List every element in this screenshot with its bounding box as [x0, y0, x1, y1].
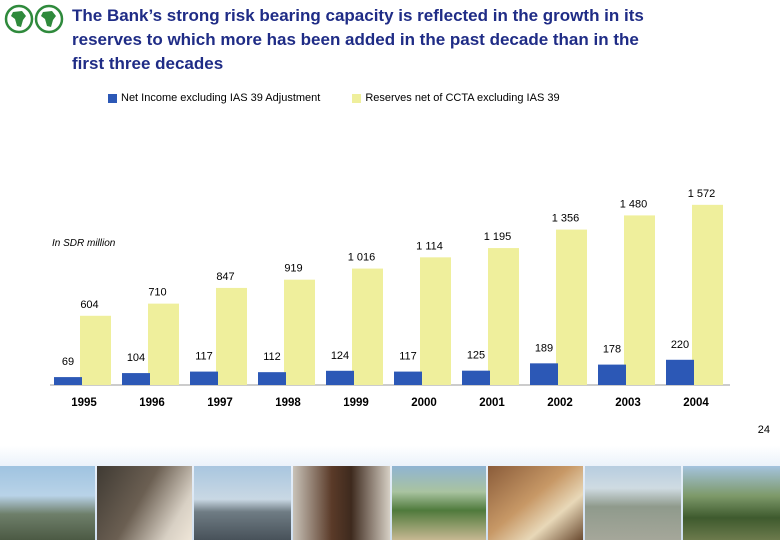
- tick-label-2004: 2004: [683, 397, 709, 409]
- bar-reserves-1995: [80, 315, 111, 385]
- market-photo: [488, 466, 583, 540]
- bar-net-income-2003: [598, 364, 626, 385]
- label-net-income-1999: 124: [331, 350, 349, 362]
- label-reserves-2000: 1 114: [416, 240, 443, 252]
- afdb-logo: [4, 4, 64, 34]
- label-net-income-2004: 220: [671, 339, 689, 351]
- bar-net-income-1998: [258, 372, 286, 385]
- tick-label-2000: 2000: [411, 397, 437, 409]
- legend-swatch-reserves: [352, 93, 362, 103]
- drying-field-photo: [585, 466, 681, 540]
- bar-net-income-1997: [190, 371, 218, 385]
- building-photo: [0, 466, 95, 540]
- label-net-income-2003: 178: [603, 344, 621, 356]
- student-photo: [293, 466, 390, 540]
- bar-reserves-2000: [420, 257, 451, 385]
- label-reserves-2004: 1 572: [688, 188, 716, 200]
- title-line-1: The Bank’s strong risk bearing capacity …: [72, 6, 644, 25]
- classroom-photo: [97, 466, 192, 540]
- label-net-income-2000: 117: [399, 351, 417, 363]
- group-photo: [683, 466, 780, 540]
- label-reserves-2001: 1 195: [484, 231, 512, 243]
- tick-label-1997: 1997: [207, 397, 233, 409]
- bar-net-income-2004: [666, 359, 694, 385]
- tick-label-2003: 2003: [615, 397, 641, 409]
- bar-net-income-2001: [462, 370, 490, 385]
- tick-label-1996: 1996: [139, 397, 165, 409]
- photo-strip: [0, 446, 780, 540]
- bar-reserves-2003: [624, 215, 655, 385]
- chart-legend: Net Income excluding IAS 39 Adjustment R…: [108, 92, 780, 104]
- bar-reserves-2001: [488, 248, 519, 385]
- bar-chart: 604 69 1995 710 104 1996 847 117 1997 919 112 1998 1…: [50, 188, 730, 409]
- unit-label: In SDR million: [52, 238, 116, 249]
- tick-label-2001: 2001: [479, 397, 505, 409]
- bar-net-income-2002: [530, 363, 558, 385]
- tick-label-1999: 1999: [343, 397, 369, 409]
- label-reserves-1995: 604: [80, 299, 98, 311]
- label-net-income-1996: 104: [127, 352, 145, 364]
- road-photo: [392, 466, 486, 540]
- bar-reserves-2004: [692, 204, 723, 385]
- bar-reserves-2002: [556, 229, 587, 385]
- label-reserves-1997: 847: [216, 271, 234, 283]
- slide-title: The Bank’s strong risk bearing capacity …: [72, 4, 772, 76]
- bar-net-income-1999: [326, 370, 354, 385]
- legend-item-net-income: Net Income excluding IAS 39 Adjustment: [108, 92, 320, 104]
- bar-net-income-1995: [54, 377, 82, 385]
- bar-reserves-1997: [216, 287, 247, 385]
- bar-net-income-1996: [122, 373, 150, 385]
- legend-item-reserves: Reserves net of CCTA excluding IAS 39: [352, 92, 560, 104]
- label-reserves-2002: 1 356: [552, 213, 580, 225]
- tick-label-1995: 1995: [71, 397, 97, 409]
- legend-label-net-income: Net Income excluding IAS 39 Adjustment: [121, 92, 321, 104]
- label-net-income-2002: 189: [535, 342, 553, 354]
- label-net-income-1995: 69: [62, 356, 74, 368]
- bar-reserves-1999: [352, 268, 383, 385]
- label-reserves-1999: 1 016: [348, 252, 376, 264]
- label-net-income-2001: 125: [467, 350, 485, 362]
- bar-net-income-2000: [394, 371, 422, 385]
- tick-label-1998: 1998: [275, 397, 301, 409]
- label-reserves-1996: 710: [148, 287, 166, 299]
- title-line-3: first three decades: [72, 54, 224, 73]
- legend-label-reserves: Reserves net of CCTA excluding IAS 39: [365, 92, 560, 104]
- africa-globe-icon-2: [34, 4, 64, 34]
- bar-reserves-1996: [148, 303, 179, 385]
- page-number: 24: [757, 424, 770, 436]
- label-net-income-1997: 117: [195, 351, 213, 363]
- title-line-2: reserves to which more has been added in…: [72, 30, 639, 49]
- ship-photo: [194, 466, 291, 540]
- label-net-income-1998: 112: [263, 351, 281, 363]
- label-reserves-1998: 919: [284, 263, 302, 275]
- label-reserves-2003: 1 480: [620, 198, 648, 210]
- africa-globe-icon: [4, 4, 34, 34]
- legend-swatch-net-income: [108, 93, 117, 103]
- bar-reserves-1998: [284, 279, 315, 385]
- tick-label-2002: 2002: [547, 397, 573, 409]
